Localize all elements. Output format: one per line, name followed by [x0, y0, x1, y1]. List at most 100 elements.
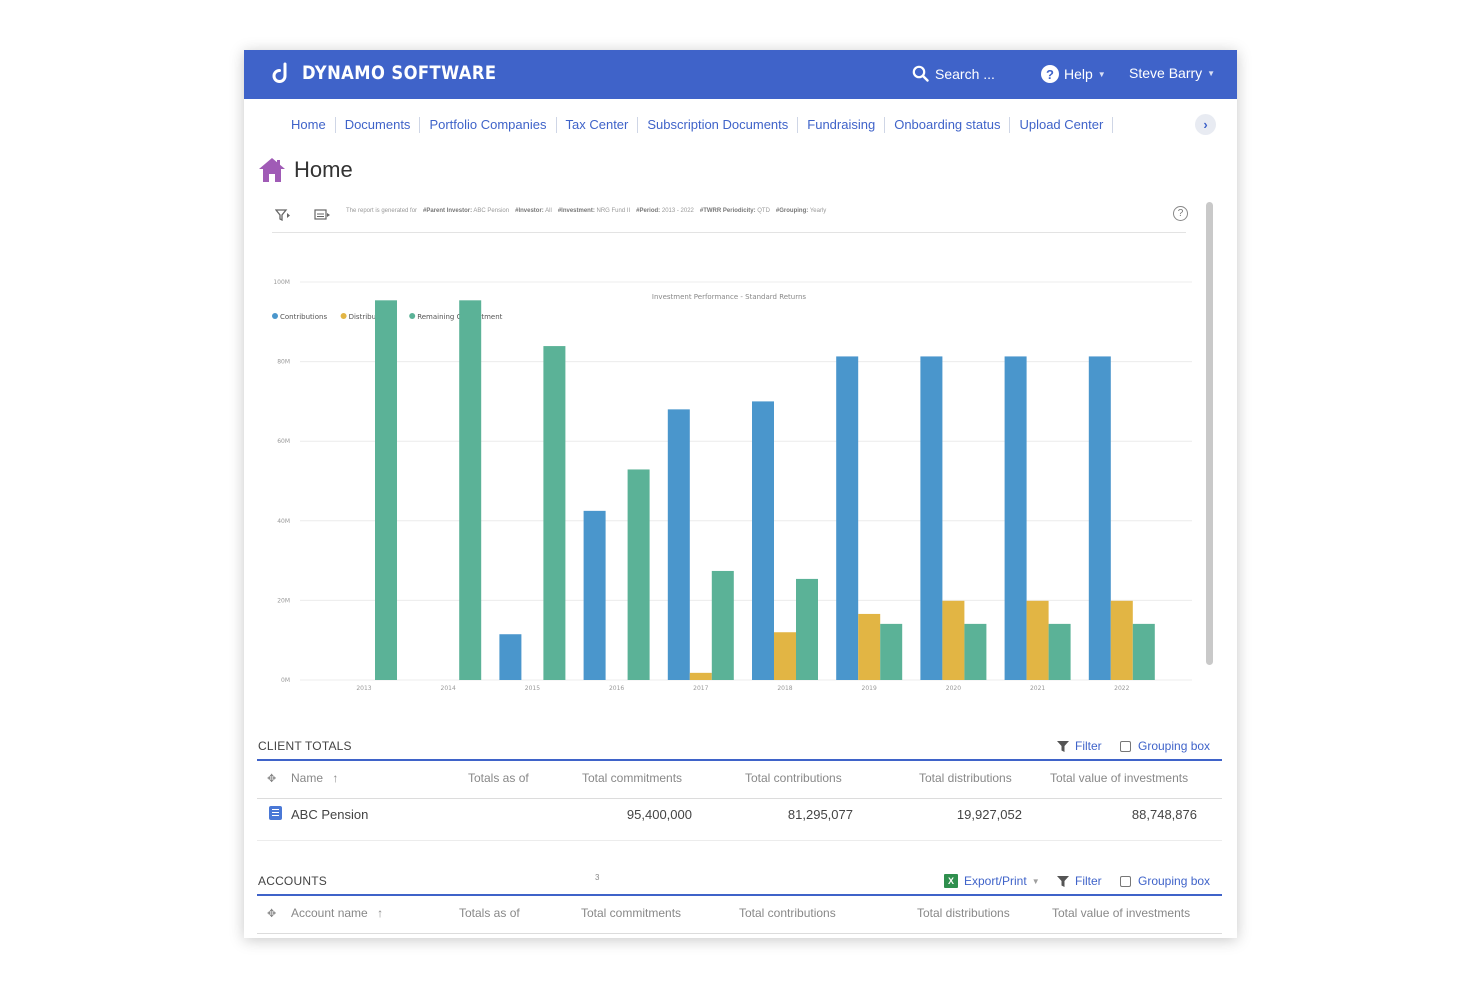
- report-info-item: #Parent Investor: ABC Pension: [423, 208, 509, 214]
- report-info-value: 2013 - 2022: [660, 208, 694, 214]
- bar: [1048, 623, 1071, 680]
- nav-item-upload-center[interactable]: Upload Center: [1010, 117, 1114, 133]
- report-info: The report is generated for #Parent Inves…: [346, 208, 832, 214]
- bar: [752, 401, 774, 680]
- user-menu[interactable]: Steve Barry ▼: [1129, 65, 1215, 81]
- row-divider: [257, 840, 1222, 841]
- bar: [1004, 356, 1027, 680]
- x-tick-label: 2015: [525, 685, 540, 692]
- y-tick-label: 0M: [281, 677, 290, 684]
- report-info-item: #Grouping: Yearly: [776, 208, 826, 214]
- bar: [774, 632, 796, 680]
- bar: [964, 623, 987, 680]
- report-info-value: Yearly: [808, 208, 827, 214]
- total-commitments-value: 95,400,000: [626, 807, 692, 822]
- report-info-item: #Investment: NRG Fund II: [558, 208, 630, 214]
- report-info-key: #TWRR Periodicity:: [699, 208, 756, 214]
- report-info-value: ABC Pension: [472, 208, 510, 214]
- column-settings-icon[interactable]: ✥: [267, 773, 277, 785]
- client-name[interactable]: ABC Pension: [291, 807, 369, 822]
- nav-item-fundraising[interactable]: Fundraising: [798, 117, 886, 133]
- bar: [711, 570, 734, 680]
- bar: [796, 578, 818, 680]
- nav-item-home[interactable]: Home: [284, 117, 336, 133]
- search-icon: [912, 65, 929, 82]
- bar: [627, 469, 650, 680]
- chevron-right-icon: ›: [1203, 117, 1208, 132]
- help-circle-icon[interactable]: ?: [1173, 206, 1188, 221]
- column-header-total-commitments[interactable]: Total commitments: [581, 906, 682, 920]
- column-header-totals-as-of[interactable]: Totals as of: [459, 906, 520, 920]
- x-tick-label: 2016: [609, 685, 624, 692]
- nav-item-tax-center[interactable]: Tax Center: [557, 117, 639, 133]
- brand[interactable]: DYNAMO SOFTWARE: [272, 62, 528, 84]
- x-tick-label: 2022: [1114, 685, 1129, 692]
- filter-icon: [1057, 875, 1069, 887]
- bar: [1026, 600, 1049, 680]
- search-button[interactable]: Search ...: [912, 65, 995, 82]
- y-tick-label: 40M: [277, 518, 290, 525]
- column-header-total-distributions[interactable]: Total distributions: [917, 906, 1010, 920]
- bar: [459, 300, 482, 680]
- bar: [375, 300, 397, 680]
- dynamo-logo-icon: [272, 62, 287, 83]
- report-info-key: #Parent Investor:: [423, 208, 473, 214]
- x-tick-label: 2019: [862, 685, 877, 692]
- help-menu[interactable]: ? Help ▼: [1041, 65, 1106, 83]
- y-tick-label: 80M: [277, 359, 290, 366]
- grouping-label: Grouping box: [1138, 739, 1211, 753]
- report-info-value: All: [543, 208, 552, 214]
- report-info-key: #Grouping:: [775, 208, 809, 214]
- grouping-label: Grouping box: [1138, 874, 1211, 888]
- document-icon[interactable]: [269, 806, 282, 820]
- column-header-total-distributions[interactable]: Total distributions: [919, 771, 1012, 785]
- column-header-totals-as-of[interactable]: Totals as of: [468, 771, 529, 785]
- sort-up-icon: ↑: [377, 906, 384, 920]
- nav-item-subscription-documents[interactable]: Subscription Documents: [638, 117, 799, 133]
- nav-item-onboarding-status[interactable]: Onboarding status: [885, 117, 1011, 133]
- x-tick-label: 2021: [1030, 685, 1045, 692]
- report-info-item: #Investor: All: [515, 208, 552, 214]
- column-header-total-commitments[interactable]: Total commitments: [582, 771, 683, 785]
- column-header-account-name[interactable]: Account name ↑: [291, 906, 383, 920]
- accounts-filter-button[interactable]: Filter: [1057, 874, 1102, 888]
- search-label: Search ...: [935, 65, 995, 82]
- client-totals-title: CLIENT TOTALS: [258, 739, 352, 753]
- client-totals-filter-button[interactable]: Filter: [1057, 739, 1102, 753]
- divider: [272, 232, 1186, 233]
- column-label: Name: [291, 771, 324, 785]
- client-totals-grouping-toggle[interactable]: Grouping box: [1120, 739, 1210, 753]
- bar: [583, 510, 606, 680]
- legend-marker: [409, 313, 416, 319]
- accounts-grouping-toggle[interactable]: Grouping box: [1120, 874, 1210, 888]
- investment-performance-chart: Investment Performance - Standard Return…: [272, 279, 1192, 692]
- grouping-checkbox[interactable]: [1120, 740, 1131, 752]
- column-header-total-contributions[interactable]: Total contributions: [739, 906, 836, 920]
- excel-icon: X: [944, 874, 958, 888]
- scrollbar[interactable]: [1206, 202, 1213, 665]
- y-tick-label: 20M: [277, 597, 290, 604]
- y-tick-label: 100M: [273, 279, 290, 286]
- filter-label: Filter: [1075, 874, 1102, 888]
- user-name: Steve Barry: [1129, 65, 1203, 81]
- nav-next-button[interactable]: ›: [1195, 114, 1216, 135]
- bar: [667, 409, 690, 680]
- export-print-button[interactable]: X Export/Print ▼: [944, 874, 1040, 888]
- main-nav: Home Documents Portfolio Companies Tax C…: [284, 117, 1114, 133]
- nav-item-portfolio-companies[interactable]: Portfolio Companies: [420, 117, 557, 133]
- nav-item-documents[interactable]: Documents: [336, 117, 421, 133]
- column-settings-icon[interactable]: ✥: [267, 908, 277, 920]
- filter-icon[interactable]: [274, 209, 291, 224]
- column-header-total-contributions[interactable]: Total contributions: [745, 771, 842, 785]
- page-title: Home: [294, 157, 353, 182]
- column-header-total-value[interactable]: Total value of investments: [1052, 906, 1191, 920]
- bar: [920, 356, 943, 680]
- bar: [543, 346, 566, 680]
- total-contributions-value: 81,295,077: [787, 807, 853, 822]
- grouping-checkbox[interactable]: [1120, 875, 1131, 887]
- report-info-item: #TWRR Periodicity: QTD: [700, 208, 770, 214]
- app-window: DYNAMO SOFTWARE Search ... ? Help ▼ Stev…: [244, 50, 1237, 938]
- column-header-name[interactable]: Name ↑: [291, 771, 338, 785]
- report-settings-icon[interactable]: [314, 209, 331, 224]
- column-header-total-value[interactable]: Total value of investments: [1050, 771, 1189, 785]
